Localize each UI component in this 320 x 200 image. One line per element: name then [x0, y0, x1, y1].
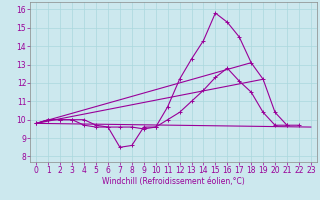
X-axis label: Windchill (Refroidissement éolien,°C): Windchill (Refroidissement éolien,°C): [102, 177, 245, 186]
